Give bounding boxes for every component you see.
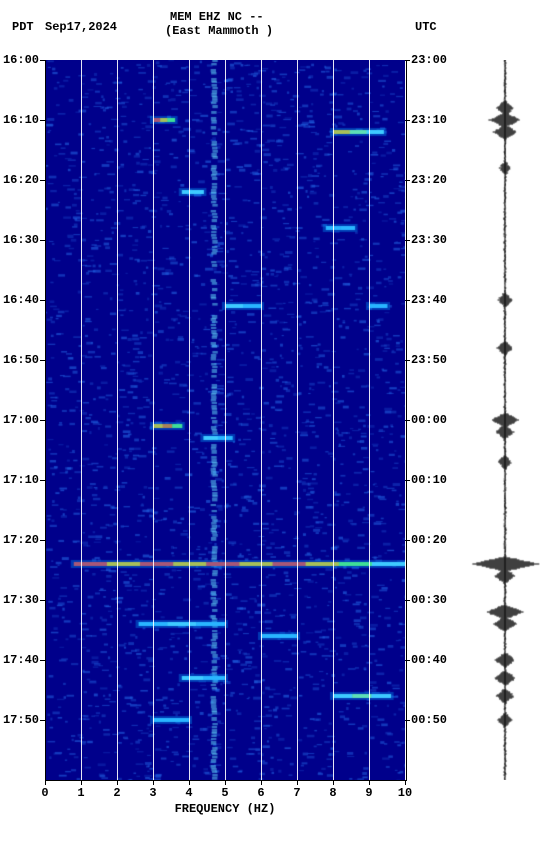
tick-mark [405,420,410,421]
x-tick-label: 6 [257,786,264,800]
x-tick-label: 2 [113,786,120,800]
left-time-tick: 16:20 [3,173,39,187]
tick-mark [40,540,45,541]
x-axis: FREQUENCY (HZ) 012345678910 [45,780,405,820]
gridline-vert [297,60,298,780]
spectrogram-plot [45,60,405,780]
x-tick-label: 9 [365,786,372,800]
left-time-tick: 17:00 [3,413,39,427]
waveform-panel [470,60,540,780]
tick-mark [40,60,45,61]
x-tick-label: 5 [221,786,228,800]
left-time-tick: 17:40 [3,653,39,667]
tick-mark [405,660,410,661]
gridline-vert [333,60,334,780]
tick-mark [40,720,45,721]
right-time-tick: 00:00 [411,413,447,427]
tick-mark [405,600,410,601]
station-line1: MEM EHZ NC -- [170,10,264,24]
left-time-tick: 16:50 [3,353,39,367]
gridline-vert [369,60,370,780]
x-tick-mark [45,780,46,785]
right-time-tick: 23:10 [411,113,447,127]
tick-mark [40,420,45,421]
tick-mark [40,480,45,481]
x-tick-label: 10 [398,786,412,800]
right-time-tick: 23:40 [411,293,447,307]
tick-mark [405,480,410,481]
x-tick-mark [153,780,154,785]
station-line2: (East Mammoth ) [165,24,273,38]
date-label: Sep17,2024 [45,20,117,34]
tick-mark [40,240,45,241]
left-time-tick: 16:40 [3,293,39,307]
right-time-tick: 00:40 [411,653,447,667]
x-tick-mark [189,780,190,785]
left-time-tick: 17:20 [3,533,39,547]
gridline-vert [117,60,118,780]
tick-mark [405,180,410,181]
right-time-tick: 23:20 [411,173,447,187]
header: PDT Sep17,2024 MEM EHZ NC -- (East Mammo… [0,8,552,48]
y-axis-right: 23:0023:1023:2023:3023:4023:5000:0000:10… [405,60,455,780]
left-time-tick: 16:10 [3,113,39,127]
x-tick-label: 3 [149,786,156,800]
tick-mark [405,60,410,61]
right-time-tick: 23:00 [411,53,447,67]
x-tick-label: 0 [41,786,48,800]
gridline-vert [189,60,190,780]
x-tick-mark [405,780,406,785]
tick-mark [40,180,45,181]
tick-mark [405,360,410,361]
gridline-vert [261,60,262,780]
tick-mark [405,120,410,121]
x-tick-mark [117,780,118,785]
x-axis-label: FREQUENCY (HZ) [45,802,405,816]
gridline-vert [81,60,82,780]
x-tick-mark [81,780,82,785]
right-time-tick: 00:30 [411,593,447,607]
x-tick-label: 4 [185,786,192,800]
tick-mark [40,300,45,301]
left-time-tick: 16:00 [3,53,39,67]
x-tick-mark [225,780,226,785]
x-tick-label: 7 [293,786,300,800]
tick-mark [405,720,410,721]
tick-mark [405,540,410,541]
tick-mark [405,300,410,301]
tick-mark [40,660,45,661]
tick-mark [40,600,45,601]
x-tick-label: 8 [329,786,336,800]
left-time-tick: 17:50 [3,713,39,727]
gridline-vert [153,60,154,780]
right-time-tick: 00:50 [411,713,447,727]
x-tick-mark [333,780,334,785]
x-tick-mark [297,780,298,785]
right-time-tick: 23:30 [411,233,447,247]
left-time-tick: 17:30 [3,593,39,607]
x-tick-mark [369,780,370,785]
tz-left-label: PDT [12,20,34,34]
tz-right-label: UTC [415,20,437,34]
right-time-tick: 23:50 [411,353,447,367]
tick-mark [405,240,410,241]
right-time-tick: 00:20 [411,533,447,547]
y-axis-left: 16:0016:1016:2016:3016:4016:5017:0017:10… [0,60,45,780]
x-tick-label: 1 [77,786,84,800]
x-tick-mark [261,780,262,785]
right-time-tick: 00:10 [411,473,447,487]
waveform-canvas [470,60,540,780]
left-time-tick: 16:30 [3,233,39,247]
left-time-tick: 17:10 [3,473,39,487]
tick-mark [40,120,45,121]
tick-mark [40,360,45,361]
gridline-vert [225,60,226,780]
